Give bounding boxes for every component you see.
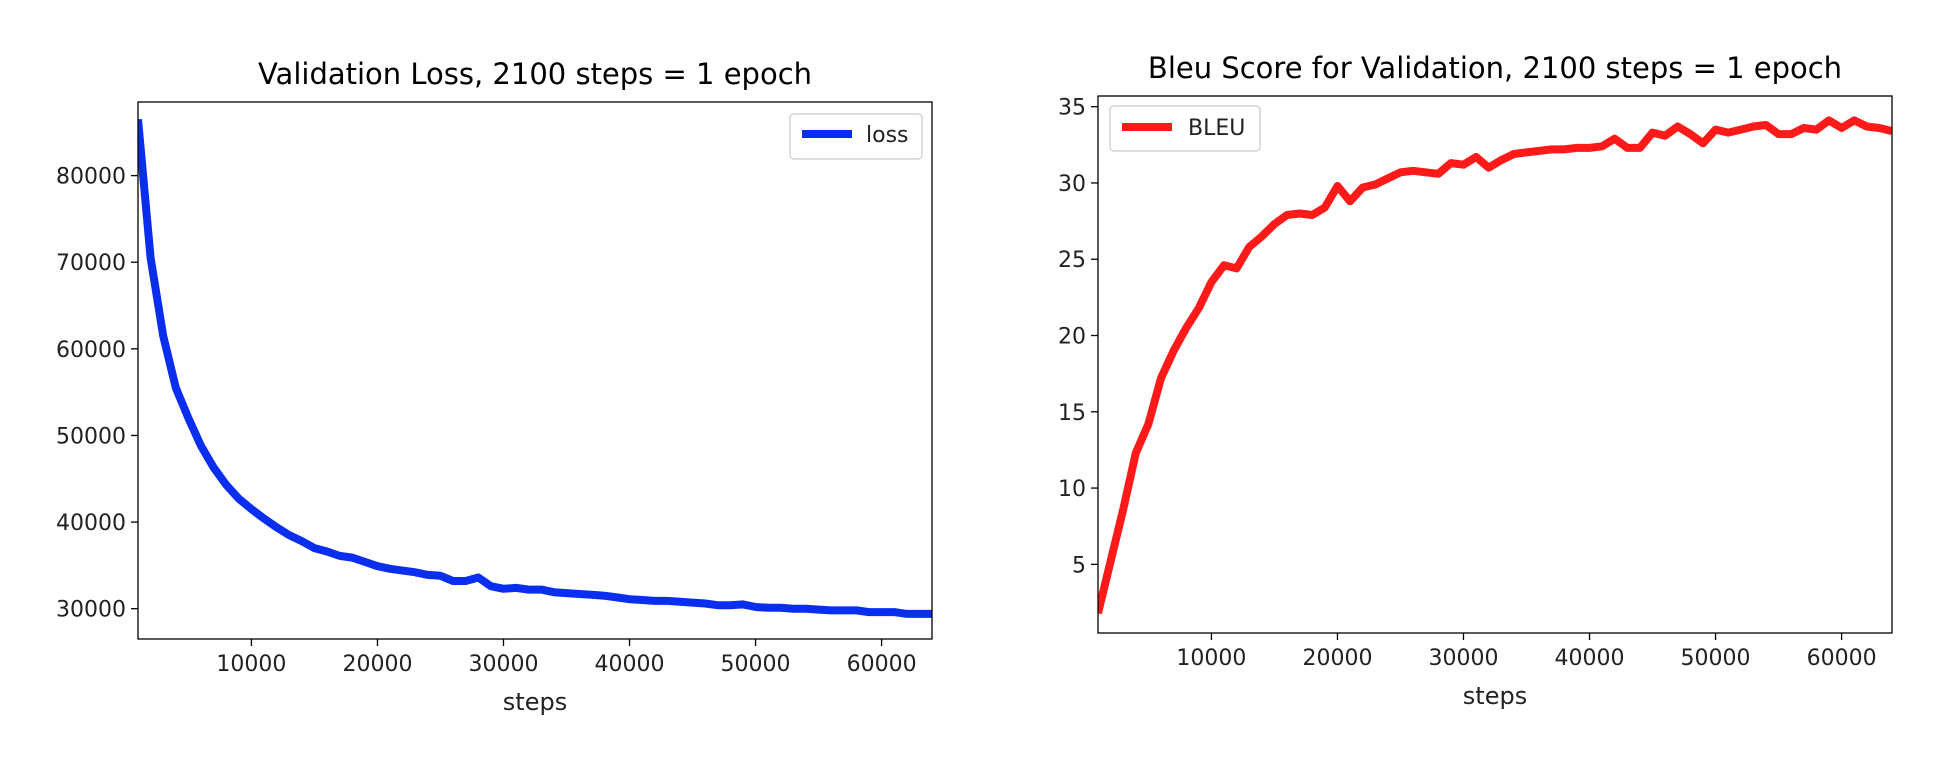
chart-title: Validation Loss, 2100 steps = 1 epoch — [258, 57, 812, 91]
x-axis-label: steps — [1463, 682, 1527, 710]
legend: BLEU — [1109, 105, 1261, 152]
legend-box — [1109, 105, 1261, 152]
y-tick-label: 30 — [1058, 172, 1086, 197]
x-tick-label: 50000 — [721, 652, 791, 677]
y-tick-label: 10 — [1058, 477, 1086, 502]
y-tick-label: 40000 — [56, 511, 126, 536]
y-axis-ticks: 30000 40000 50000 60000 70000 80000 — [56, 165, 138, 623]
x-tick-label: 40000 — [1555, 646, 1625, 671]
x-tick-label: 60000 — [847, 652, 917, 677]
x-tick-label: 20000 — [1302, 646, 1372, 671]
x-tick-label: 60000 — [1807, 646, 1877, 671]
y-tick-label: 80000 — [56, 165, 126, 190]
plot-lines — [138, 118, 932, 618]
x-tick-label: 30000 — [468, 652, 538, 677]
x-axis-ticks: 10000 20000 30000 40000 50000 60000 — [216, 639, 917, 677]
y-tick-label: 35 — [1058, 96, 1086, 121]
x-tick-label: 20000 — [342, 652, 412, 677]
plot-lines — [1098, 116, 1892, 615]
x-axis-label: steps — [503, 688, 567, 716]
x-tick-label: 10000 — [216, 652, 286, 677]
x-tick-label: 40000 — [595, 652, 665, 677]
y-tick-label: 25 — [1058, 248, 1086, 273]
plot-frame — [137, 101, 933, 640]
series-line-loss — [138, 118, 932, 618]
legend: loss — [789, 113, 923, 160]
y-axis-ticks: 5 10 15 20 25 30 35 — [1058, 96, 1098, 578]
x-tick-label: 10000 — [1176, 646, 1246, 671]
x-tick-label: 30000 — [1428, 646, 1498, 671]
x-tick-label: 50000 — [1681, 646, 1751, 671]
legend-label-bleu: BLEU — [1188, 116, 1245, 141]
legend-label-loss: loss — [866, 123, 909, 148]
y-tick-label: 70000 — [56, 251, 126, 276]
x-axis-ticks: 10000 20000 30000 40000 50000 60000 — [1176, 633, 1877, 671]
y-tick-label: 50000 — [56, 424, 126, 449]
validation-loss-chart: Validation Loss, 2100 steps = 1 epoch 10… — [56, 57, 933, 716]
y-tick-label: 60000 — [56, 338, 126, 363]
y-tick-label: 15 — [1058, 401, 1086, 426]
legend-box — [789, 113, 923, 160]
y-tick-label: 5 — [1072, 553, 1086, 578]
y-tick-label: 30000 — [56, 598, 126, 623]
y-tick-label: 20 — [1058, 325, 1086, 350]
series-line-bleu — [1098, 116, 1892, 615]
bleu-score-chart: Bleu Score for Validation, 2100 steps = … — [1058, 51, 1893, 710]
plot-frame — [1097, 95, 1893, 634]
chart-title: Bleu Score for Validation, 2100 steps = … — [1148, 51, 1842, 85]
